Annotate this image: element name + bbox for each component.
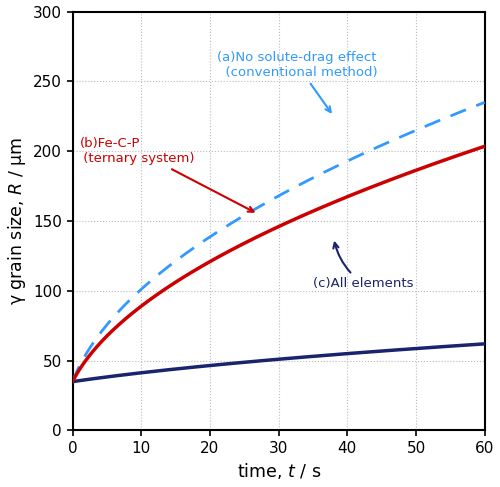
Text: (b)Fe-C-P
 (ternary system): (b)Fe-C-P (ternary system) [80,137,254,212]
X-axis label: time, $t$ / s: time, $t$ / s [236,462,321,482]
Y-axis label: γ grain size, $R$ / μm: γ grain size, $R$ / μm [6,137,28,305]
Text: (c)All elements: (c)All elements [313,243,414,290]
Text: (a)No solute-drag effect
  (conventional method): (a)No solute-drag effect (conventional m… [217,51,378,112]
